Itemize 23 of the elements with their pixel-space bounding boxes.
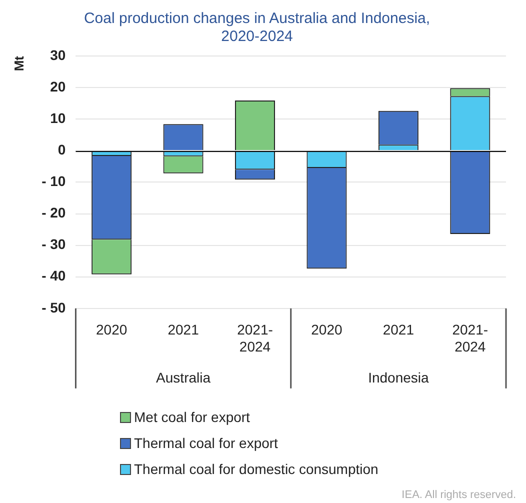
text: Indonesia xyxy=(368,369,429,386)
legend-label: Thermal coal for domestic consumption xyxy=(134,461,378,477)
y-tick-label: 10 xyxy=(50,110,66,126)
y-axis-title: Mt xyxy=(11,55,26,72)
y-tick-label: - 50 xyxy=(42,299,66,316)
y-tick-label: - 10 xyxy=(42,173,66,190)
x-tick-label: 2021-2024 xyxy=(452,322,488,354)
y-tick-label: - 30 xyxy=(42,236,66,252)
x-tick-label: 2021-2024 xyxy=(237,322,274,354)
legend-label: Thermal coal for export xyxy=(134,435,278,451)
text: IEA. All rights reserved. xyxy=(402,489,516,501)
x-tick-label: 2021 xyxy=(382,322,414,338)
x-tick-label: 2020 xyxy=(311,322,342,338)
y-tick-label: - 40 xyxy=(42,268,66,284)
x-tick-label: 2020 xyxy=(96,322,128,338)
text: Australia xyxy=(156,369,211,386)
y-tick-label: 20 xyxy=(50,78,66,94)
y-tick-label: 0 xyxy=(58,142,66,158)
chart-title: Coal production changes in Australia and Indonesia, 2020-2024 xyxy=(84,10,430,46)
legend-label: Met coal for export xyxy=(134,409,250,425)
x-tick-label: 2021 xyxy=(168,322,200,338)
y-tick-label: - 20 xyxy=(42,204,66,221)
y-tick-label: 30 xyxy=(50,46,66,63)
